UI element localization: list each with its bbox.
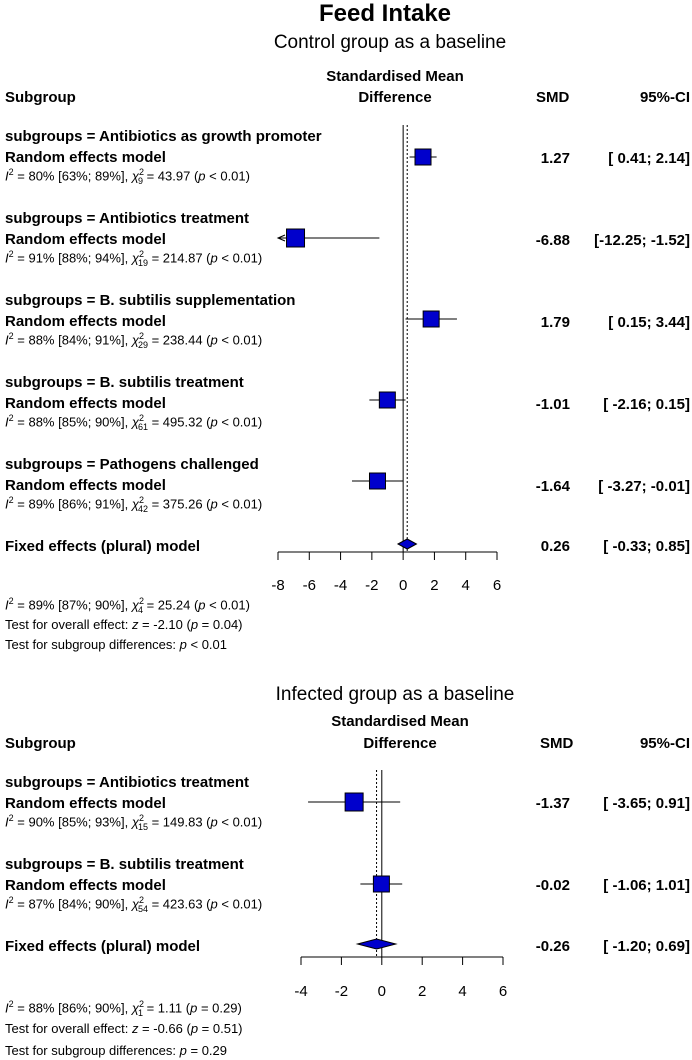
ci-value: [ -3.27; -0.01] <box>598 478 690 495</box>
overall-diamond <box>355 938 398 950</box>
model-label: Random effects model <box>5 395 166 412</box>
x-tick-label: -4 <box>334 577 347 594</box>
subgroup-name: subgroups = B. subtilis supplementation <box>5 292 296 309</box>
x-tick-label: -4 <box>294 983 307 1000</box>
subgroup-name: subgroups = Antibiotics as growth promot… <box>5 128 322 145</box>
smd-value: 1.79 <box>540 314 570 331</box>
heterogeneity-stat: I2 = 90% [85%; 93%], χ215 = 149.83 (p < … <box>5 813 263 832</box>
panel2-overall-ci: [ -1.20; 0.69] <box>603 938 690 955</box>
panel2-col-ci: 95%-CI <box>639 735 690 752</box>
x-tick-label: 4 <box>462 577 470 594</box>
ci-value: [ 0.15; 3.44] <box>608 314 690 331</box>
heterogeneity-stat: I2 = 91% [88%; 94%], χ219 = 214.87 (p < … <box>5 249 263 268</box>
subgroup-name: subgroups = Antibiotics treatment <box>5 210 250 227</box>
smd-value: -1.01 <box>535 396 570 413</box>
panel1-overall-smd: 0.26 <box>540 538 570 555</box>
effect-box <box>378 391 396 409</box>
smd-value: -1.64 <box>535 478 570 495</box>
x-tick-label: 0 <box>399 577 407 594</box>
model-label: Random effects model <box>5 149 166 166</box>
panel2-overall-smd: -0.26 <box>535 938 570 955</box>
x-tick-label: -2 <box>335 983 348 1000</box>
panel1-col-ci: 95%-CI <box>639 89 690 106</box>
panel1-col-subgroup: Subgroup <box>5 89 76 106</box>
panel1-footer-subgroup-diff: Test for subgroup differences: p < 0.01 <box>5 637 227 652</box>
x-tick-label: 2 <box>418 983 426 1000</box>
ci-value: [ -1.06; 1.01] <box>603 877 690 894</box>
chart-title: Feed Intake <box>318 0 452 27</box>
ci-value: [ -3.65; 0.91] <box>603 795 690 812</box>
panel2-overall-label: Fixed effects (plural) model <box>5 938 201 955</box>
x-tick-label: -8 <box>271 577 284 594</box>
panel2-footer-subgroup-diff: Test for subgroup differences: p = 0.29 <box>5 1043 227 1058</box>
smd-value: -6.88 <box>535 232 570 249</box>
x-tick-label: 0 <box>378 983 386 1000</box>
effect-box <box>372 875 390 893</box>
effect-box <box>344 792 364 812</box>
model-label: Random effects model <box>5 477 166 494</box>
model-label: Random effects model <box>5 877 166 894</box>
model-label: Random effects model <box>5 231 166 248</box>
panel1-footer-overall-effect: Test for overall effect: z = -2.10 (p = … <box>5 617 243 632</box>
subgroup-name: subgroups = B. subtilis treatment <box>5 374 244 391</box>
panel1-col-smd: SMD <box>536 89 570 106</box>
x-tick-label: -6 <box>303 577 316 594</box>
x-tick-label: -2 <box>365 577 378 594</box>
model-label: Random effects model <box>5 795 166 812</box>
x-tick-label: 2 <box>430 577 438 594</box>
panel1-col-smd-line1: Standardised Mean <box>326 68 464 85</box>
heterogeneity-stat: I2 = 87% [84%; 90%], χ254 = 423.63 (p < … <box>5 895 263 914</box>
ci-value: [ 0.41; 2.14] <box>608 150 690 167</box>
effect-box <box>286 228 306 248</box>
panel1-overall-ci: [ -0.33; 0.85] <box>603 538 690 555</box>
panel1-subtitle: Control group as a baseline <box>273 32 507 53</box>
heterogeneity-stat: I2 = 88% [84%; 91%], χ229 = 238.44 (p < … <box>5 331 263 350</box>
smd-value: 1.27 <box>540 150 570 167</box>
model-label: Random effects model <box>5 313 166 330</box>
ci-value: [-12.25; -1.52] <box>594 232 690 249</box>
heterogeneity-stat: I2 = 80% [63%; 89%], χ29 = 43.97 (p < 0.… <box>5 167 250 186</box>
overall-diamond <box>396 538 418 550</box>
x-tick-label: 4 <box>458 983 466 1000</box>
panel2-footer-heterogeneity: I2 = 88% [86%; 90%], χ21 = 1.11 (p = 0.2… <box>5 999 242 1018</box>
effect-box <box>422 310 440 328</box>
panel2-subtitle: Infected group as a baseline <box>275 684 515 705</box>
smd-value: -0.02 <box>535 877 570 894</box>
panel2-footer-overall-effect: Test for overall effect: z = -0.66 (p = … <box>5 1021 243 1036</box>
effect-box <box>414 148 432 166</box>
ci-value: [ -2.16; 0.15] <box>603 396 690 413</box>
x-tick-label: 6 <box>493 577 501 594</box>
panel2-col-smd: SMD <box>540 735 574 752</box>
panel2-col-subgroup: Subgroup <box>5 735 76 752</box>
ci-arrow <box>276 234 286 242</box>
heterogeneity-stat: I2 = 89% [86%; 91%], χ242 = 375.26 (p < … <box>5 495 263 514</box>
panel1-overall-label: Fixed effects (plural) model <box>5 538 201 555</box>
smd-value: -1.37 <box>535 795 570 812</box>
subgroup-name: subgroups = Pathogens challenged <box>5 456 259 473</box>
heterogeneity-stat: I2 = 88% [85%; 90%], χ261 = 495.32 (p < … <box>5 413 263 432</box>
panel2-col-smd-line1: Standardised Mean <box>331 713 469 730</box>
panel2-col-smd-line2: Difference <box>363 735 437 752</box>
panel1-col-smd-line2: Difference <box>358 89 432 106</box>
x-tick-label: 6 <box>499 983 507 1000</box>
subgroup-name: subgroups = B. subtilis treatment <box>5 856 244 873</box>
panel1-footer-heterogeneity: I2 = 89% [87%; 90%], χ24 = 25.24 (p < 0.… <box>5 596 250 615</box>
subgroup-name: subgroups = Antibiotics treatment <box>5 774 250 791</box>
effect-box <box>368 472 386 490</box>
